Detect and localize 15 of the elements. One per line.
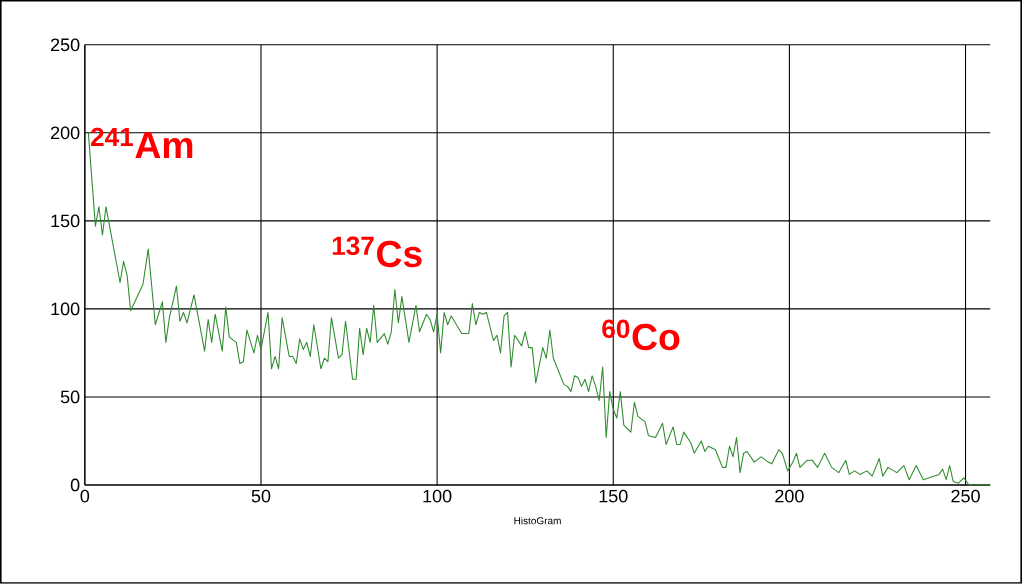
y-tick-label: 100 (51, 302, 80, 316)
x-axis-title: HistoGram (514, 517, 561, 525)
y-tick-label: 50 (60, 390, 80, 404)
x-tick-label: 250 (951, 489, 980, 503)
x-tick-label: 100 (423, 489, 452, 503)
x-tick-label: 0 (80, 489, 90, 503)
y-tick-label: 0 (70, 478, 80, 492)
annotation: $^{241}$Am (91, 127, 193, 159)
x-tick-label: 50 (251, 489, 271, 503)
annotation: $^{137}$Cs (332, 236, 422, 268)
y-tick-label: 150 (51, 214, 80, 228)
y-tick-label: 200 (50, 126, 80, 140)
x-tick-label: 150 (599, 489, 628, 503)
x-tick-label: 200 (775, 489, 804, 503)
y-tick-label: 250 (50, 38, 80, 52)
